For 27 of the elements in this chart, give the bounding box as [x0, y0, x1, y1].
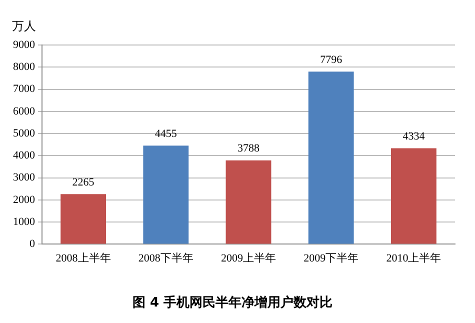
text: 图 4 手机网民半年净增用户数对比: [132, 294, 333, 311]
y-axis-title: 万人: [12, 19, 36, 34]
data-label: 2265: [72, 176, 95, 188]
y-tick-label: 8000: [13, 61, 36, 74]
bar: [60, 194, 106, 244]
y-tick-label: 6000: [13, 105, 36, 118]
bar: [308, 72, 354, 244]
y-tick-label: 9000: [13, 38, 36, 51]
x-tick-label: 2009下半年: [304, 252, 359, 265]
data-label: 4455: [154, 128, 178, 140]
bar: [226, 160, 272, 244]
data-label: 3788: [238, 142, 260, 155]
y-tick-label: 5000: [13, 127, 36, 140]
x-tick-label: 2008上半年: [56, 252, 111, 265]
y-tick-label: 7000: [13, 83, 36, 96]
y-tick-label: 2000: [13, 194, 36, 206]
x-tick-label: 2008下半年: [138, 252, 194, 265]
data-label: 7796: [320, 54, 343, 66]
bar: [143, 146, 189, 244]
x-tick-label: 2010上半年: [386, 252, 442, 265]
y-tick-label: 4000: [13, 150, 36, 162]
data-label: 4334: [402, 130, 426, 143]
x-tick-label: 2009上半年: [221, 252, 276, 265]
y-tick-label: 0: [30, 238, 36, 250]
y-tick-label: 3000: [13, 172, 36, 184]
bar: [390, 148, 436, 244]
y-tick-label: 1000: [13, 216, 36, 228]
